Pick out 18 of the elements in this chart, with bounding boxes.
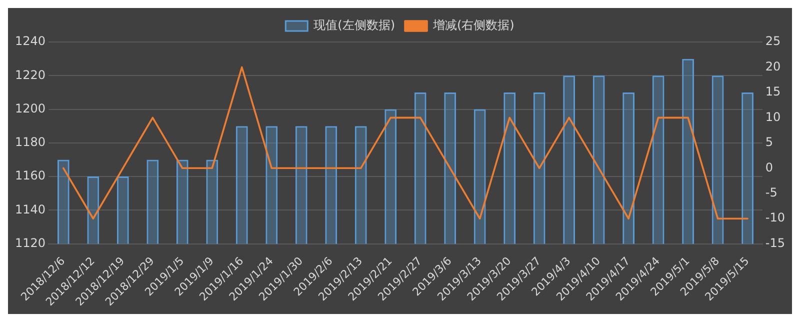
y-tick-label: 1160 [14,168,46,183]
y-tick-label: 1120 [14,236,46,250]
y2-tick-label: 25 [765,34,781,48]
y2-tick-label: -15 [765,236,786,250]
y-tick-label: 1200 [14,101,46,116]
y-tick-label: 1140 [14,202,46,216]
y-tick-label: 1240 [14,34,46,48]
y2-tick-label: -10 [765,210,786,225]
y-tick-label: 1180 [14,135,46,150]
legend-label: 增减(右侧数据) [432,18,514,32]
y2-tick-label: 15 [765,84,781,99]
y2-tick-label: 0 [765,160,774,174]
y2-tick-label: -5 [765,186,778,200]
legend-label: 现值(左侧数据) [314,18,396,32]
y-tick-label: 1220 [14,68,46,82]
y2-tick-label: 5 [765,135,774,150]
y2-tick-label: 10 [765,110,781,124]
y2-tick-label: 20 [765,59,781,74]
